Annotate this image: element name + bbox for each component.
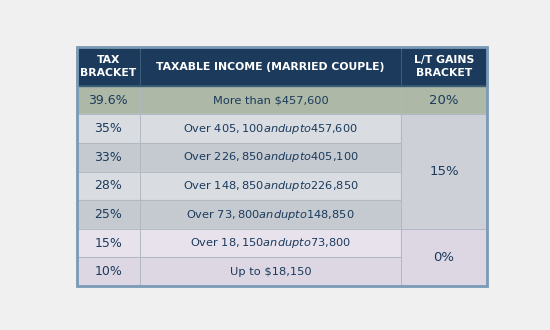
Bar [76,229,140,257]
Text: 15%: 15% [95,237,122,249]
Text: 33%: 33% [95,151,122,164]
Bar [401,115,487,229]
Bar [76,115,140,143]
Text: 25%: 25% [95,208,122,221]
Bar [401,86,487,115]
Bar [140,200,401,229]
Text: 0%: 0% [433,251,455,264]
Bar [76,172,140,200]
Text: 15%: 15% [430,165,459,178]
Text: Over $226,850 and up to $405,100: Over $226,850 and up to $405,100 [183,150,359,164]
Bar [76,257,140,286]
Text: 20%: 20% [430,94,459,107]
Bar [76,47,140,86]
Bar [140,229,401,257]
Text: Over $73,800 and up to $148,850: Over $73,800 and up to $148,850 [186,208,355,221]
Text: Over $405,100 and up to $457,600: Over $405,100 and up to $457,600 [183,122,358,136]
Text: TAXABLE INCOME (MARRIED COUPLE): TAXABLE INCOME (MARRIED COUPLE) [156,62,385,72]
Text: L/T GAINS
BRACKET: L/T GAINS BRACKET [414,55,474,78]
Bar [140,257,401,286]
Bar [76,143,140,172]
Bar [140,47,401,86]
Bar [140,115,401,143]
Bar [140,172,401,200]
Bar [401,47,487,86]
Bar [140,143,401,172]
Text: 35%: 35% [95,122,122,135]
Text: Over $148,850 and up to $226,850: Over $148,850 and up to $226,850 [183,179,359,193]
Bar [401,229,487,286]
Text: 10%: 10% [95,265,122,278]
Text: More than $457,600: More than $457,600 [213,95,328,105]
Text: 28%: 28% [95,180,122,192]
Bar [76,86,140,115]
Text: TAX
BRACKET: TAX BRACKET [80,55,136,78]
Bar [76,200,140,229]
Bar [140,86,401,115]
Text: 39.6%: 39.6% [89,94,128,107]
Text: Over $18,150 and up to $73,800: Over $18,150 and up to $73,800 [190,236,351,250]
Text: Up to $18,150: Up to $18,150 [230,267,311,277]
